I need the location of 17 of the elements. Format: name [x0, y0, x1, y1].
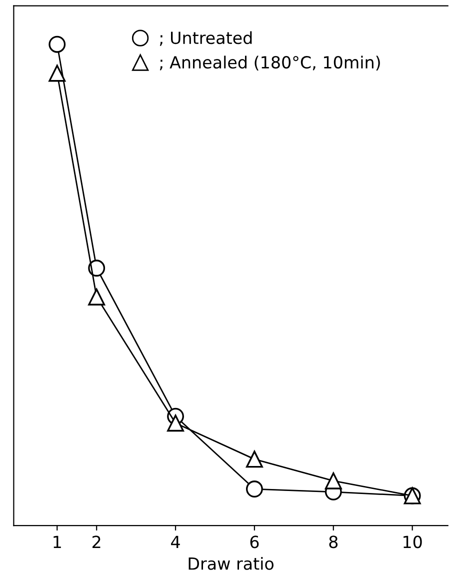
x-tick-label: 1	[54, 536, 61, 548]
x-tick-label: 6	[250, 536, 259, 548]
point	[48, 36, 66, 53]
legend-label: ; Annealed (180°C, 10min)	[160, 56, 380, 71]
point	[246, 450, 263, 468]
point	[324, 472, 342, 490]
x-tick-label: 4	[171, 536, 180, 548]
point	[167, 414, 184, 432]
x-tick-label: 10	[404, 536, 422, 548]
point	[246, 480, 263, 498]
point	[48, 64, 66, 82]
point	[88, 288, 106, 306]
legend-label: ; Untreated	[160, 31, 252, 46]
x-tick-label: 2	[92, 536, 100, 548]
x-axis-title: Draw ratio	[188, 557, 274, 570]
point	[88, 260, 106, 277]
x-tick-label: 8	[329, 536, 338, 548]
